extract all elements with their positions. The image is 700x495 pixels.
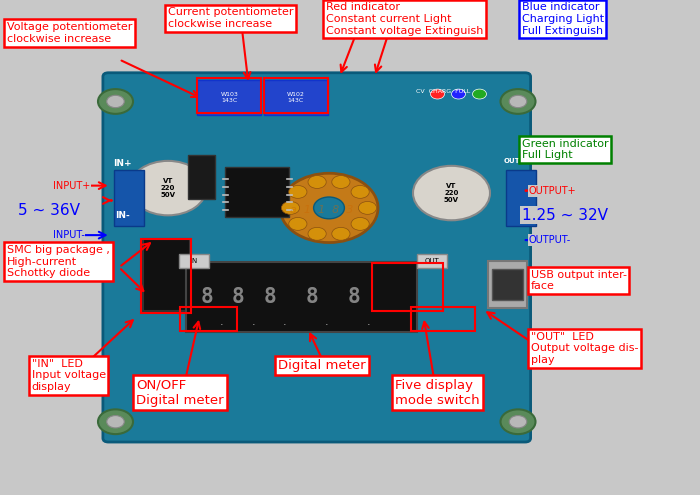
Text: IN-: IN-: [115, 211, 130, 220]
Text: 8: 8: [232, 287, 244, 307]
Text: .: .: [220, 317, 224, 327]
Circle shape: [358, 201, 377, 214]
Text: W103
143C: W103 143C: [220, 93, 238, 103]
Text: .: .: [283, 317, 287, 327]
Circle shape: [281, 201, 300, 214]
FancyBboxPatch shape: [186, 262, 416, 332]
Text: INPUT+: INPUT+: [52, 181, 90, 191]
Text: CV  CHARG  FULL: CV CHARG FULL: [416, 89, 470, 94]
FancyBboxPatch shape: [188, 155, 215, 199]
Text: 8: 8: [263, 287, 276, 307]
Text: OUT: OUT: [424, 258, 440, 264]
Circle shape: [332, 227, 350, 240]
Text: Digital meter: Digital meter: [278, 359, 366, 372]
Text: Five display
mode switch: Five display mode switch: [395, 379, 480, 407]
Circle shape: [106, 416, 125, 428]
Circle shape: [413, 166, 490, 220]
Circle shape: [430, 89, 444, 99]
Text: a  1  1  8  3: a 1 1 8 3: [290, 205, 354, 215]
Circle shape: [452, 89, 466, 99]
Circle shape: [510, 95, 526, 107]
FancyBboxPatch shape: [264, 80, 328, 115]
FancyBboxPatch shape: [506, 170, 536, 226]
FancyBboxPatch shape: [417, 254, 447, 268]
Circle shape: [473, 89, 486, 99]
FancyBboxPatch shape: [488, 261, 527, 308]
Text: IN+: IN+: [113, 159, 132, 168]
Text: 8: 8: [305, 287, 318, 307]
Text: 8: 8: [305, 287, 318, 307]
Circle shape: [308, 227, 326, 240]
Circle shape: [351, 217, 369, 230]
Text: 5 ~ 36V: 5 ~ 36V: [18, 203, 80, 218]
Text: 8: 8: [347, 287, 360, 307]
Circle shape: [98, 89, 133, 114]
Text: 8: 8: [200, 287, 213, 307]
Text: OUTPUT+: OUTPUT+: [528, 186, 576, 196]
Circle shape: [351, 186, 369, 198]
Text: 8: 8: [347, 287, 360, 307]
Text: 1.25 ~ 32V: 1.25 ~ 32V: [522, 208, 608, 223]
FancyBboxPatch shape: [197, 80, 261, 115]
Text: USB output inter-
face: USB output inter- face: [531, 270, 626, 292]
FancyBboxPatch shape: [492, 269, 523, 300]
Text: 8: 8: [263, 287, 276, 307]
Text: 8: 8: [200, 287, 213, 307]
Text: Voltage potentiometer
clockwise increase: Voltage potentiometer clockwise increase: [7, 22, 132, 44]
Text: VT
220
50V: VT 220 50V: [160, 178, 176, 198]
Text: IN: IN: [190, 258, 197, 264]
Text: OUTA: OUTA: [504, 158, 525, 164]
Text: SMC big package ,
High-current
Schottky diode: SMC big package , High-current Schottky …: [7, 245, 110, 278]
Text: OUTPUT-: OUTPUT-: [528, 235, 570, 245]
Text: "IN"  LED
Input voltage
display: "IN" LED Input voltage display: [32, 359, 106, 392]
Text: .: .: [325, 317, 329, 327]
Text: Blue indicator
Charging Light
Full Extinguish: Blue indicator Charging Light Full Extin…: [522, 2, 603, 36]
Circle shape: [500, 409, 536, 434]
FancyBboxPatch shape: [143, 239, 190, 311]
Circle shape: [106, 95, 125, 107]
Text: .: .: [367, 317, 371, 327]
FancyBboxPatch shape: [114, 170, 144, 226]
Text: Green indicator
Full Light: Green indicator Full Light: [522, 139, 608, 160]
Text: Red indicator
Constant current Light
Constant voltage Extinguish: Red indicator Constant current Light Con…: [326, 2, 483, 36]
Circle shape: [289, 217, 307, 230]
Text: 8: 8: [232, 287, 244, 307]
FancyBboxPatch shape: [179, 254, 209, 268]
Text: .: .: [251, 317, 256, 327]
Circle shape: [308, 176, 326, 189]
Text: "OUT"  LED
Output voltage dis-
play: "OUT" LED Output voltage dis- play: [531, 332, 638, 365]
Text: W102
143C: W102 143C: [287, 93, 304, 103]
Text: VT
220
50V: VT 220 50V: [444, 183, 459, 203]
Circle shape: [510, 416, 526, 428]
FancyBboxPatch shape: [225, 167, 289, 217]
Text: Current potentiometer
clockwise increase: Current potentiometer clockwise increase: [168, 7, 293, 29]
Text: INPUT-: INPUT-: [52, 230, 85, 240]
Circle shape: [500, 89, 536, 114]
Text: ON/OFF
Digital meter: ON/OFF Digital meter: [136, 379, 224, 407]
Circle shape: [98, 409, 133, 434]
Circle shape: [130, 161, 206, 215]
FancyBboxPatch shape: [103, 73, 531, 442]
Circle shape: [280, 173, 378, 243]
Circle shape: [332, 176, 350, 189]
Circle shape: [314, 197, 344, 219]
Circle shape: [289, 186, 307, 198]
